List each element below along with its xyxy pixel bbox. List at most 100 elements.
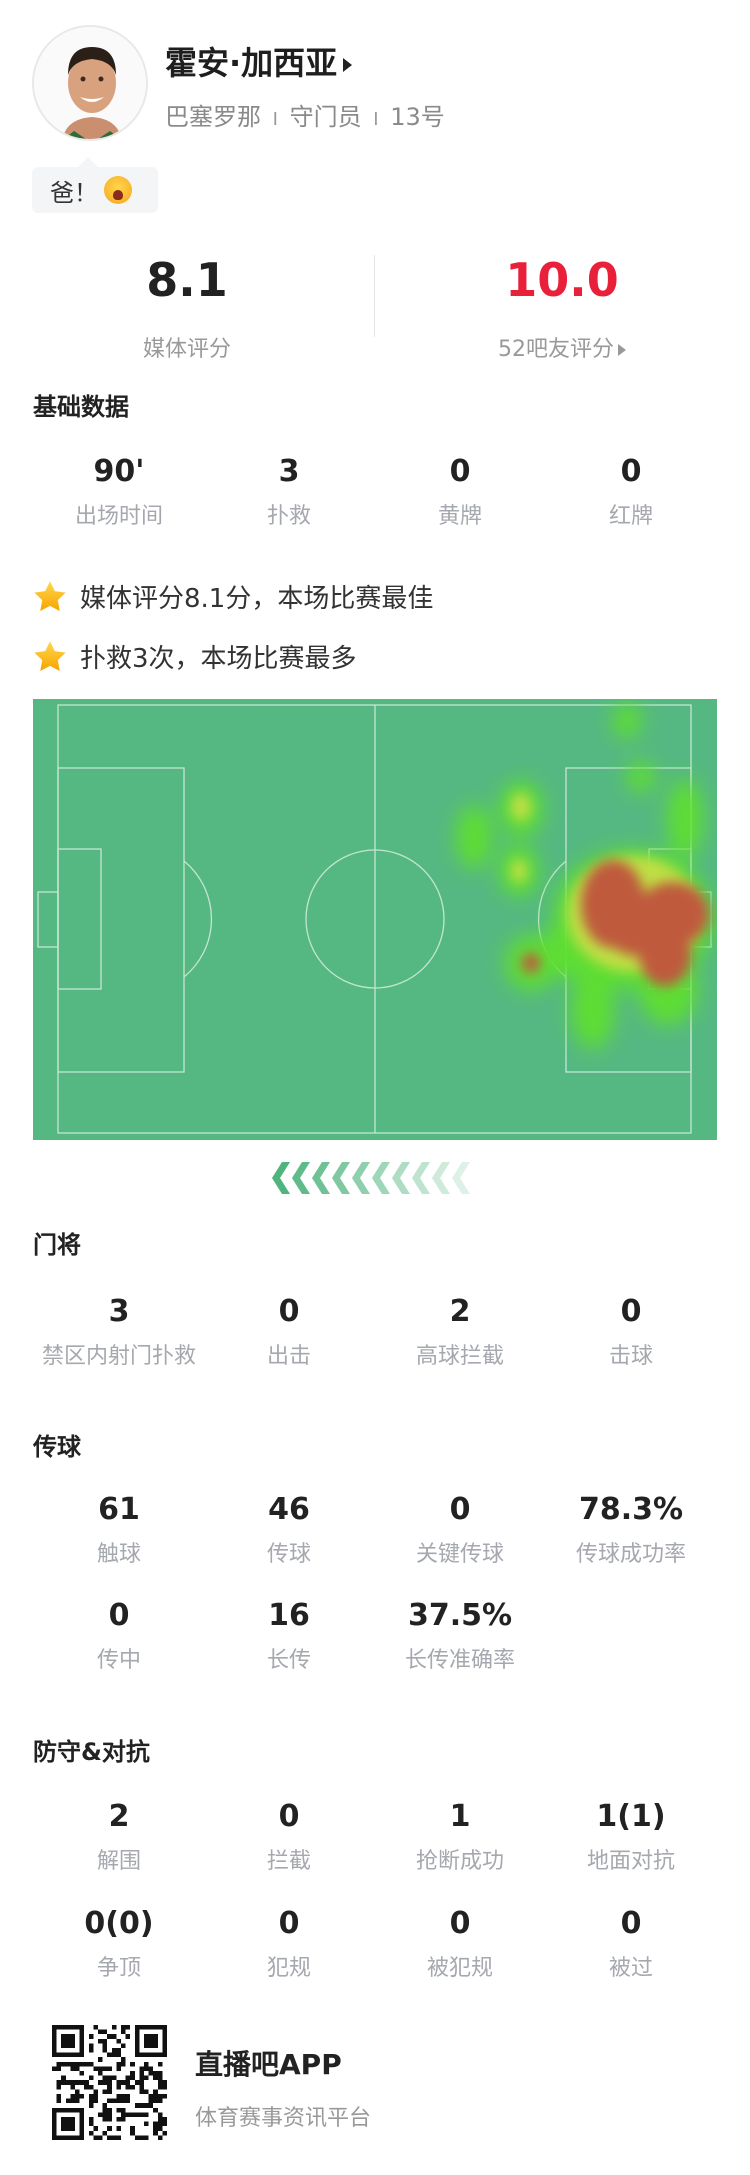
caret-right-icon <box>618 344 626 356</box>
stat-value: 1 <box>449 1799 471 1834</box>
player-position: 守门员 <box>289 103 362 131</box>
stat-value: 0 <box>108 1598 130 1633</box>
chevron-left-icon <box>292 1162 310 1194</box>
stat-value: 37.5% <box>407 1598 513 1633</box>
highlight-item: 扑救3次，本场比赛最多 <box>32 638 357 675</box>
stat-value: 0 <box>449 1906 471 1941</box>
stat-label: 犯规 <box>266 1956 311 1981</box>
stat-label: 地面对抗 <box>586 1849 675 1874</box>
stat-label: 传球 <box>266 1542 311 1567</box>
comment-text: 爸！ <box>50 178 98 207</box>
stat-value: 0 <box>449 454 471 489</box>
stat-label: 解围 <box>96 1849 141 1874</box>
attack-direction-arrows <box>272 1162 470 1194</box>
stat-label: 黄牌 <box>437 504 482 529</box>
chevron-left-icon <box>332 1162 350 1194</box>
stat-value: 3 <box>108 1294 130 1329</box>
heatmap-layer <box>456 703 713 1049</box>
stat-value: 46 <box>268 1492 310 1527</box>
stat-value: 0 <box>278 1906 300 1941</box>
stat-defense: 1 抢断成功 <box>375 1801 545 1875</box>
stat-label: 被过 <box>608 1956 653 1981</box>
stat-basic: 0 红牌 <box>546 456 716 530</box>
section-title-passing: 传球 <box>33 1433 81 1461</box>
stat-value: 0 <box>278 1799 300 1834</box>
player-name-link[interactable]: 霍安·加西亚 <box>165 38 353 84</box>
fan-rating[interactable]: 10.0 52吧友评分 <box>432 255 692 363</box>
stat-label: 长传准确率 <box>404 1648 515 1673</box>
qr-code <box>52 2025 167 2140</box>
player-photo <box>34 27 146 139</box>
stat-value: 0 <box>620 454 642 489</box>
player-number: 13号 <box>390 103 445 131</box>
stat-label: 被犯规 <box>426 1956 493 1981</box>
separator: I <box>272 109 278 130</box>
stat-defense: 0 被犯规 <box>375 1908 545 1982</box>
stat-defense: 1(1) 地面对抗 <box>546 1801 716 1875</box>
app-name: 直播吧APP <box>195 2048 342 2081</box>
section-title-basic: 基础数据 <box>33 393 129 421</box>
heatmap-pitch <box>33 699 717 1140</box>
player-name: 霍安·加西亚 <box>165 44 338 82</box>
stat-label: 扑救 <box>266 504 311 529</box>
app-slogan: 体育赛事资讯平台 <box>195 2106 372 2131</box>
stat-value: 0 <box>620 1294 642 1329</box>
stat-passing: 61 触球 <box>34 1494 204 1568</box>
comment-bubble: 爸！ <box>32 157 158 213</box>
stat-value: 16 <box>268 1598 310 1633</box>
chevron-left-icon <box>392 1162 410 1194</box>
stat-basic: 0 黄牌 <box>375 456 545 530</box>
stat-label: 禁区内射门扑救 <box>41 1344 196 1369</box>
stat-defense: 0(0) 争顶 <box>34 1908 204 1982</box>
stat-passing: 0 关键传球 <box>375 1494 545 1568</box>
separator: I <box>373 109 379 130</box>
highlight-text: 扑救3次，本场比赛最多 <box>80 644 357 674</box>
media-rating-value: 8.1 <box>146 253 228 307</box>
stat-label: 长传 <box>266 1648 311 1673</box>
stat-label: 关键传球 <box>415 1542 504 1567</box>
chevron-left-icon <box>352 1162 370 1194</box>
stat-passing: 0 传中 <box>34 1600 204 1674</box>
caret-right-icon <box>343 58 353 72</box>
star-icon <box>34 580 66 611</box>
media-rating-label: 媒体评分 <box>142 337 231 362</box>
stat-label: 传球成功率 <box>575 1542 686 1567</box>
stat-passing: 37.5% 长传准确率 <box>375 1600 545 1674</box>
crying-face-icon <box>104 176 132 204</box>
highlight-text: 媒体评分8.1分，本场比赛最佳 <box>80 584 434 614</box>
stat-label: 高球拦截 <box>415 1344 504 1369</box>
stat-label: 击球 <box>608 1344 653 1369</box>
fan-rating-value: 10.0 <box>505 253 619 307</box>
chevron-left-icon <box>372 1162 390 1194</box>
stat-value: 0 <box>278 1294 300 1329</box>
media-rating: 8.1 媒体评分 <box>57 255 317 363</box>
stat-goalkeeping: 0 击球 <box>546 1296 716 1370</box>
stat-label: 拦截 <box>266 1849 311 1874</box>
stat-value: 1(1) <box>596 1799 666 1834</box>
star-icon <box>34 640 66 671</box>
stat-value: 0 <box>620 1906 642 1941</box>
stat-defense: 0 拦截 <box>204 1801 374 1875</box>
stat-label: 争顶 <box>96 1956 141 1981</box>
stat-value: 2 <box>449 1294 471 1329</box>
stat-defense: 0 犯规 <box>204 1908 374 1982</box>
stat-value: 90' <box>93 454 145 489</box>
stat-label: 传中 <box>96 1648 141 1673</box>
player-avatar[interactable] <box>32 25 148 141</box>
chevron-left-icon <box>432 1162 450 1194</box>
stat-value: 0(0) <box>84 1906 154 1941</box>
stat-label: 出场时间 <box>74 504 163 529</box>
highlight-item: 媒体评分8.1分，本场比赛最佳 <box>32 578 433 615</box>
chevron-left-icon <box>452 1162 470 1194</box>
stat-label: 抢断成功 <box>415 1849 504 1874</box>
stat-basic: 90' 出场时间 <box>34 456 204 530</box>
chevron-left-icon <box>272 1162 290 1194</box>
stat-value: 78.3% <box>578 1492 684 1527</box>
stat-passing: 46 传球 <box>204 1494 374 1568</box>
stat-value: 61 <box>98 1492 140 1527</box>
player-info: 巴塞罗那 I 守门员 I 13号 <box>165 97 445 132</box>
section-title-defense: 防守&对抗 <box>33 1738 150 1766</box>
stat-defense: 0 被过 <box>546 1908 716 1982</box>
fan-rating-link[interactable]: 52吧友评分 <box>432 331 692 363</box>
stat-defense: 2 解围 <box>34 1801 204 1875</box>
